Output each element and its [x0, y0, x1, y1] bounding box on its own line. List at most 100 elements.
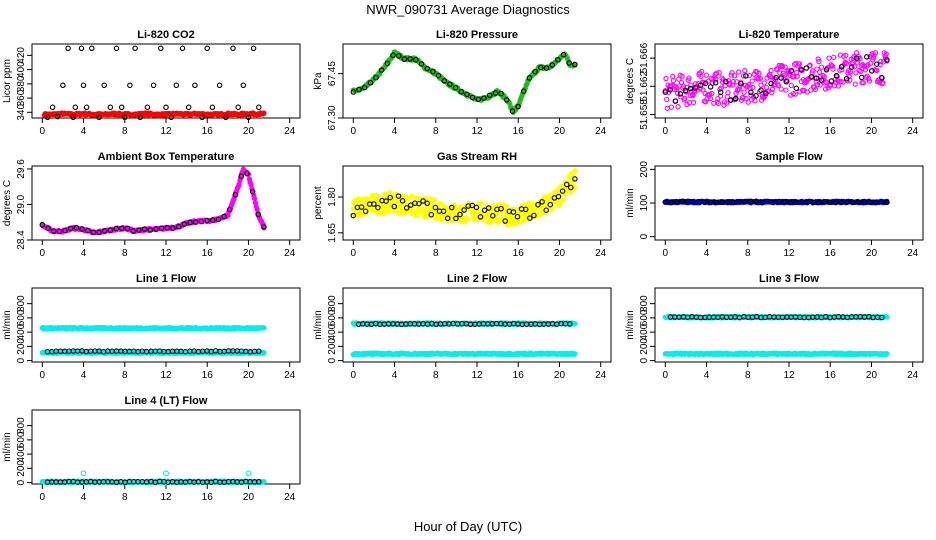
data-point	[690, 99, 697, 106]
data-point	[79, 226, 85, 232]
x-tick-label: 8	[122, 248, 128, 259]
data-point	[444, 215, 451, 222]
data-point	[667, 87, 674, 93]
data-point	[855, 199, 862, 205]
data-point	[401, 56, 408, 62]
data-point	[838, 199, 845, 206]
data-point	[761, 80, 767, 86]
data-point	[853, 55, 860, 61]
data-point	[719, 79, 726, 85]
data-point	[375, 204, 381, 211]
y-tick-label: 51.662	[639, 71, 650, 102]
data-point	[158, 225, 165, 231]
data-point	[804, 199, 811, 206]
data-point	[699, 68, 705, 75]
y-tick-label: 29.6	[16, 159, 27, 179]
data-point	[245, 470, 252, 477]
data-point	[539, 199, 545, 205]
data-point	[515, 103, 521, 110]
data-point	[758, 87, 764, 94]
data-point	[563, 181, 570, 188]
data-point	[458, 89, 465, 95]
data-point	[240, 82, 247, 89]
data-point	[198, 218, 205, 225]
data-point	[770, 199, 777, 206]
y-tick-label: 800	[16, 417, 27, 434]
data-point	[713, 76, 719, 82]
data-point	[874, 61, 880, 67]
data-point	[782, 64, 788, 70]
data-point	[814, 66, 820, 72]
panel-temp: Li-820 Temperature degrees C 0 4 8 12 16 20 24 51…	[625, 29, 924, 137]
x-tick-label: 0	[40, 492, 46, 503]
y-tick-label: 600	[327, 309, 338, 326]
data-point	[221, 213, 227, 220]
data-point	[514, 213, 521, 220]
data-point	[759, 199, 765, 206]
data-point	[96, 114, 102, 121]
data-point	[880, 80, 886, 86]
data-point	[158, 45, 164, 52]
data-point	[864, 54, 870, 60]
data-point	[815, 199, 822, 206]
data-point	[709, 90, 715, 97]
data-point	[147, 227, 154, 233]
y-tick-label: 200	[639, 161, 650, 178]
data-point	[502, 218, 508, 224]
plot-frame	[342, 43, 612, 119]
y-tick-label: 200	[327, 338, 338, 355]
data-point	[828, 78, 835, 84]
data-point	[391, 203, 398, 210]
data-point	[679, 198, 686, 205]
data-point	[441, 78, 447, 84]
data-point	[124, 225, 131, 232]
panel-title: Line 1 Flow	[136, 273, 196, 285]
data-point	[870, 55, 877, 61]
series-group	[662, 198, 890, 206]
data-point	[473, 204, 480, 211]
data-point	[670, 73, 676, 80]
data-point	[662, 199, 669, 205]
data-point	[572, 168, 578, 174]
data-point	[697, 82, 704, 88]
data-point	[813, 75, 820, 81]
data-point	[70, 114, 76, 121]
y-tick-label: 67.45	[327, 61, 338, 86]
plot-frame	[31, 409, 301, 485]
data-point	[136, 227, 142, 233]
y-tick-label: 360	[16, 89, 27, 106]
x-tick-label: 4	[392, 126, 398, 137]
x-tick-label: 4	[392, 370, 398, 381]
data-point	[80, 470, 87, 477]
figure-title: NWR_090731 Average Diagnostics	[366, 2, 570, 17]
data-point	[799, 67, 805, 74]
data-point	[547, 201, 554, 208]
data-point	[696, 199, 703, 205]
data-point	[707, 95, 714, 102]
data-point	[390, 52, 396, 59]
panel-rh: Gas Stream RH percent 0 4 8 12 16 20 24 1.65 1.80	[313, 151, 612, 259]
y-tick-label: 400	[327, 323, 338, 340]
data-point	[556, 202, 562, 209]
data-point	[883, 51, 889, 57]
x-tick-label: 24	[595, 126, 607, 137]
data-point	[752, 98, 758, 104]
data-point	[818, 77, 825, 83]
data-point	[723, 100, 730, 106]
y-tick-label: 400	[16, 61, 27, 78]
data-point	[679, 73, 685, 79]
data-point	[566, 60, 572, 66]
data-point	[428, 211, 435, 218]
data-point	[717, 93, 724, 99]
data-point	[817, 82, 823, 88]
data-point	[78, 45, 85, 52]
data-point	[503, 97, 510, 103]
y-tick-label: 420	[16, 47, 27, 64]
panel-title: Line 3 Flow	[759, 273, 819, 285]
x-tick-label: 8	[122, 126, 128, 137]
data-point	[732, 73, 738, 79]
data-point	[469, 202, 476, 209]
x-tick-label: 24	[907, 248, 919, 259]
data-point	[49, 104, 56, 111]
